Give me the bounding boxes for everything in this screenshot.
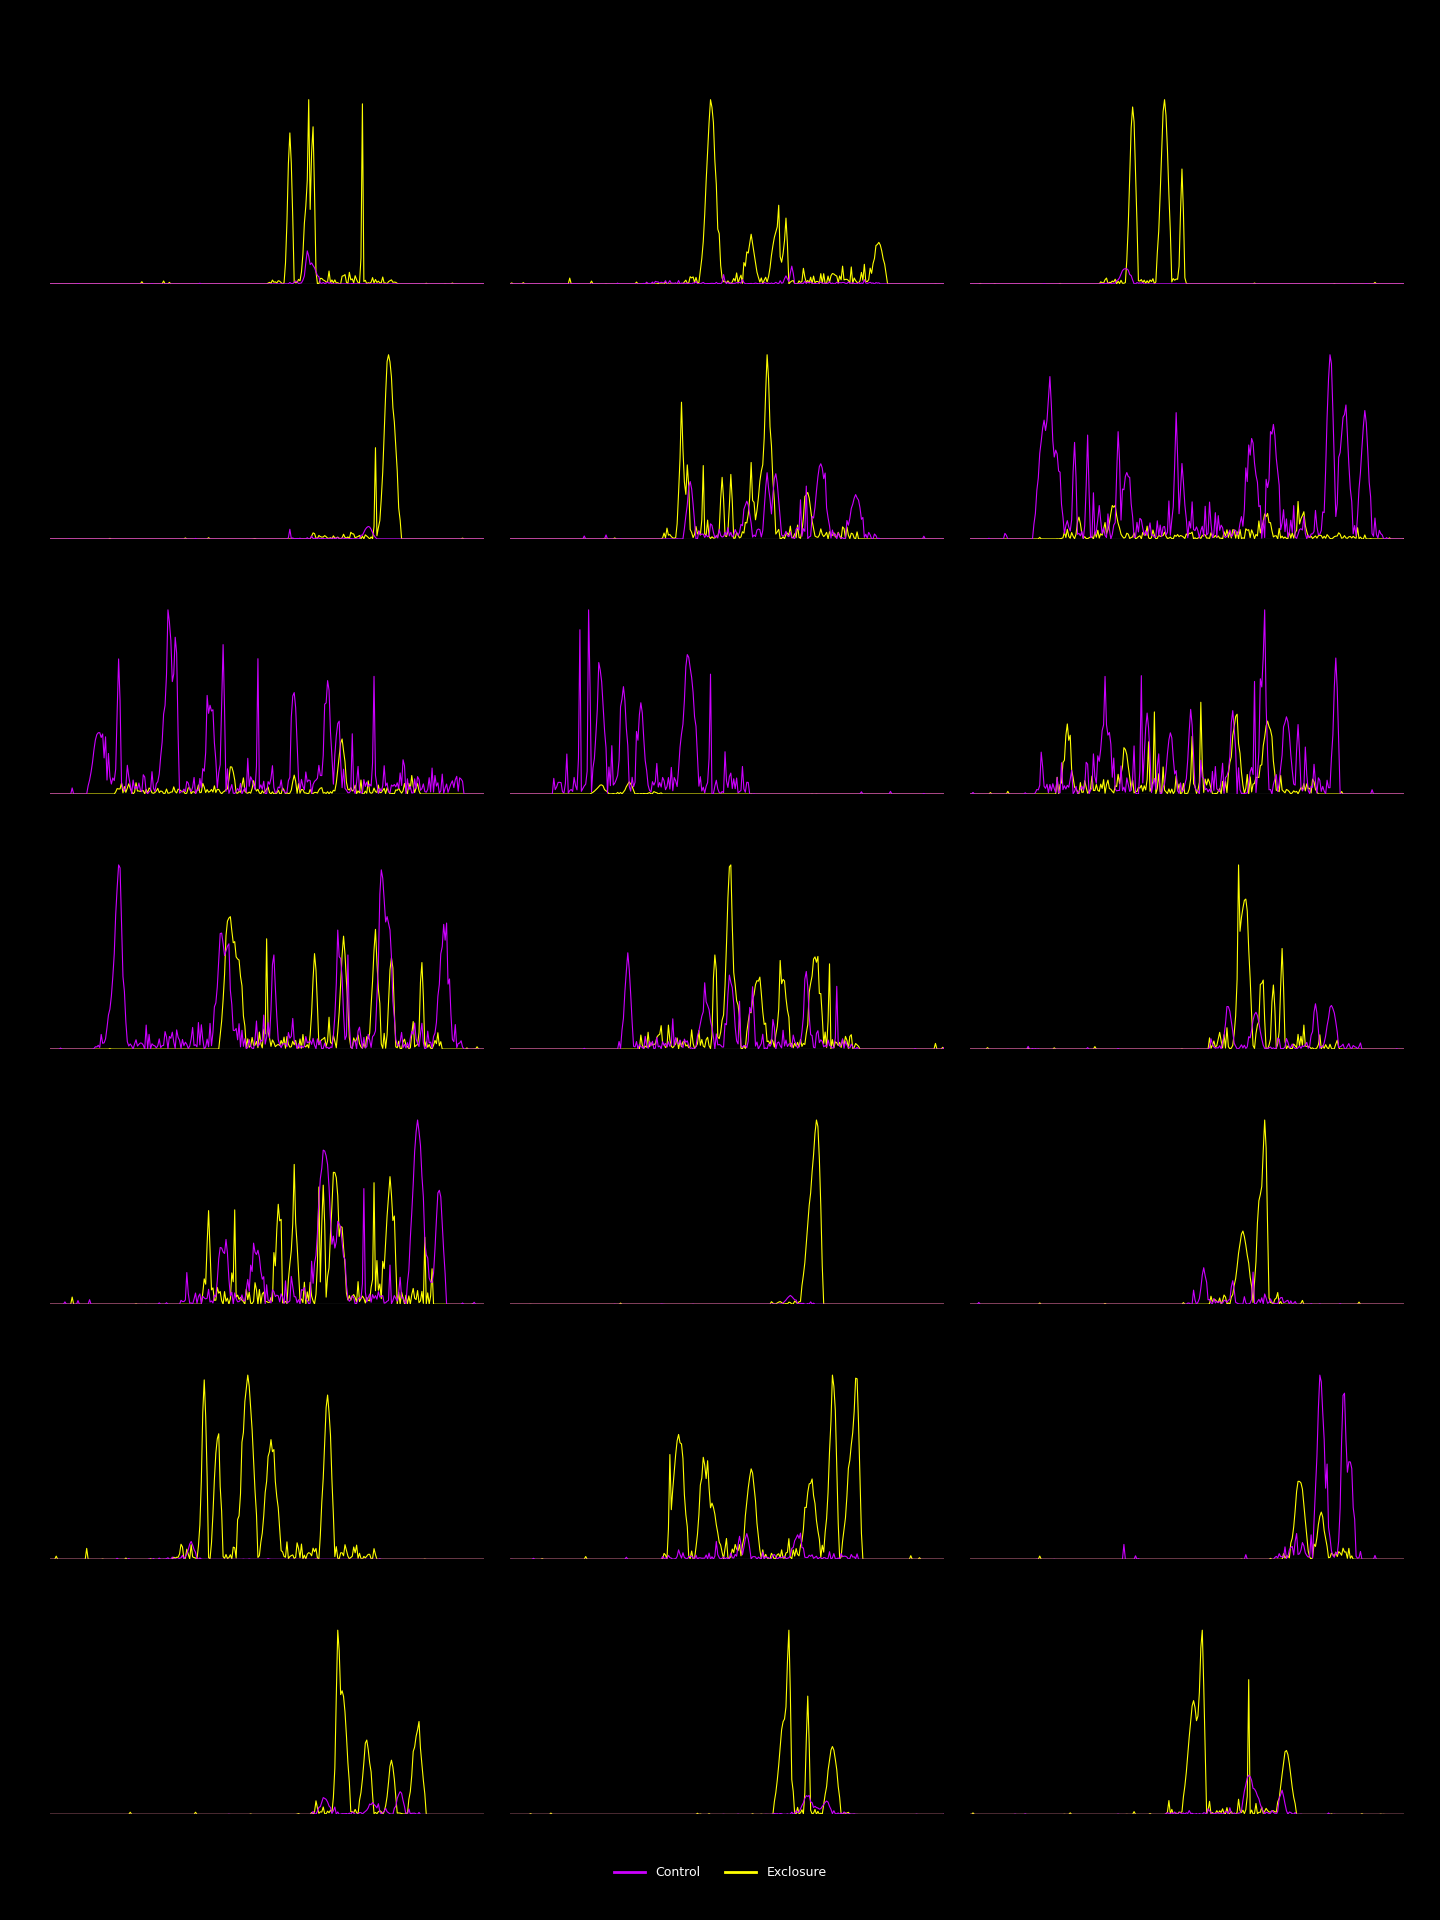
Text: Chaetodipus hispidus: Chaetodipus hispidus	[1113, 61, 1261, 77]
Text: Sigmodon ochrognathus: Sigmodon ochrognathus	[1103, 1594, 1272, 1607]
Text: Onychomys leucogaster: Onychomys leucogaster	[183, 828, 351, 841]
Text: Neotoma albigula: Neotoma albigula	[1126, 572, 1248, 586]
Text: Dipodomys spectabilis: Dipodomys spectabilis	[649, 572, 805, 586]
Text: Dipodomys merriami: Dipodomys merriami	[1115, 317, 1260, 332]
Text: Chaetodipus penicillatus: Chaetodipus penicillatus	[642, 317, 812, 332]
Text: Sigmodon fulviventer: Sigmodon fulviventer	[193, 1594, 341, 1607]
Text: Dipodomys ordii: Dipodomys ordii	[210, 572, 324, 586]
Legend: Control, Exclosure: Control, Exclosure	[609, 1862, 831, 1884]
Text: Baiomys taylori: Baiomys taylori	[213, 61, 321, 77]
Text: Peromyscus eremicus: Peromyscus eremicus	[192, 1083, 343, 1096]
Text: Reithrodontomys montanus: Reithrodontomys montanus	[1090, 1338, 1283, 1352]
Text: Chaetodipus baileyi: Chaetodipus baileyi	[658, 61, 796, 77]
Text: Reithrodontomys fulvescens: Reithrodontomys fulvescens	[168, 1338, 366, 1352]
Text: Chaetodipus intermedius: Chaetodipus intermedius	[180, 317, 354, 332]
Text: Peromyscus maniculatus: Peromyscus maniculatus	[1100, 1083, 1273, 1096]
Text: Perognathus flavus: Perognathus flavus	[1120, 828, 1254, 841]
Text: Sigmodon hispidus: Sigmodon hispidus	[662, 1594, 792, 1607]
Text: Peromyscus leucopus: Peromyscus leucopus	[652, 1083, 802, 1096]
Text: Reithrodontomys megalotis: Reithrodontomys megalotis	[631, 1338, 824, 1352]
Text: Onychomys torridus: Onychomys torridus	[657, 828, 798, 841]
